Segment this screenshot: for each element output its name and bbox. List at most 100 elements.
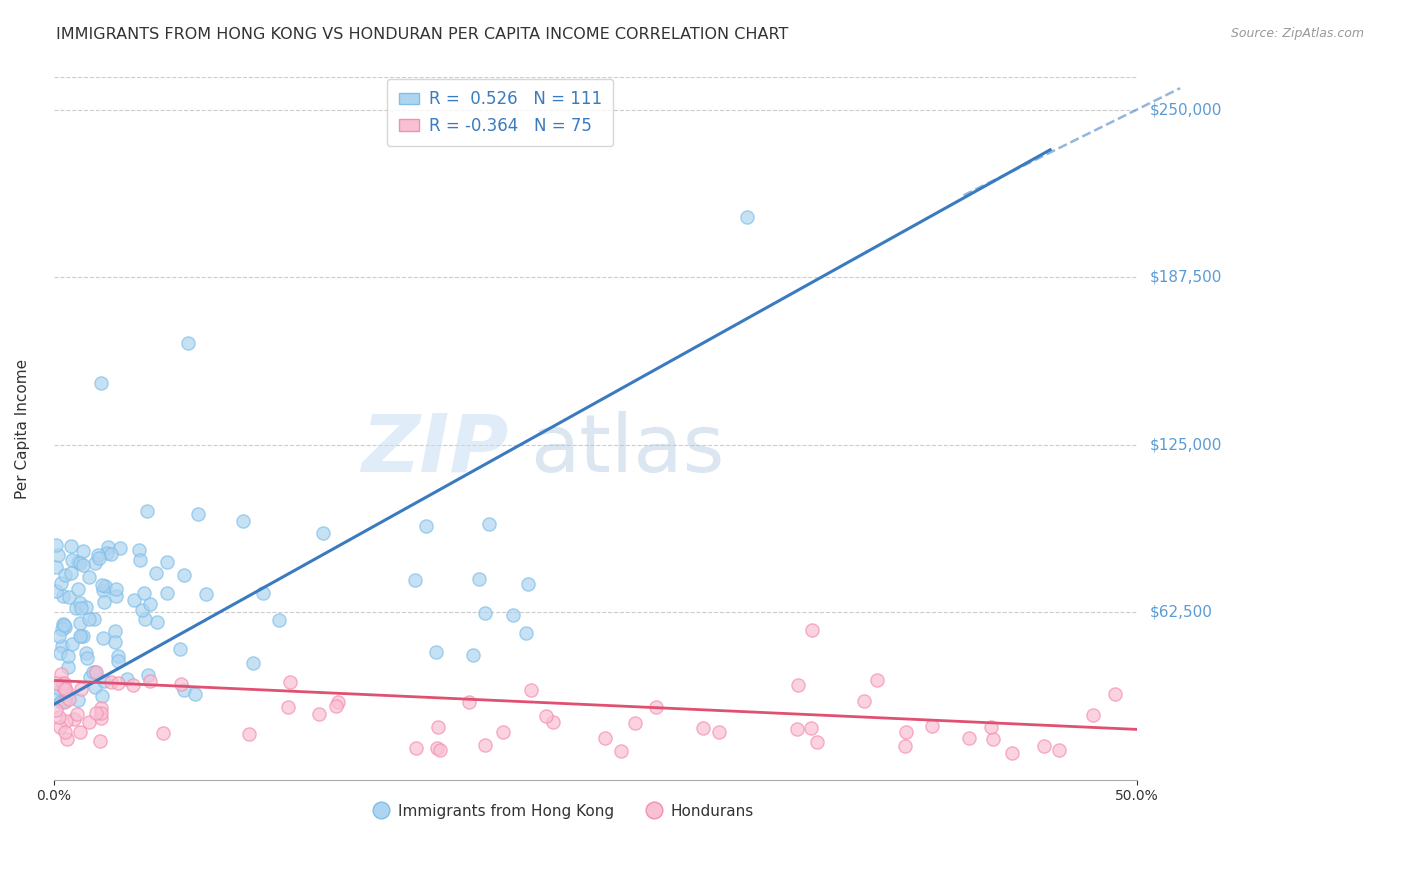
Point [152,726,174,740]
Point [405,740,427,755]
Point [93,673,115,688]
Point [735,210,758,224]
Point [492,725,515,739]
Point [104,635,127,649]
Point [84,680,107,694]
Point [134,612,156,626]
Point [108,541,131,555]
Point [67,692,90,706]
Point [90,578,112,592]
Point [1047,742,1070,756]
Point [187,507,209,521]
Point [852,694,875,708]
Point [100,674,122,689]
Point [184,687,207,701]
Point [242,656,264,670]
Point [89,711,111,725]
Point [69,556,91,570]
Point [128,542,150,557]
Point [593,731,616,745]
Point [49,666,72,681]
Point [169,676,191,690]
Point [79,715,101,730]
Point [461,648,484,662]
Point [51,590,73,604]
Point [62,553,84,567]
Point [58,590,80,604]
Text: ZIP: ZIP [361,410,509,489]
Point [194,587,217,601]
Text: Source: ZipAtlas.com: Source: ZipAtlas.com [1230,27,1364,40]
Point [107,654,129,668]
Point [72,558,94,573]
Point [69,724,91,739]
Point [800,623,823,637]
Point [58,649,80,664]
Text: IMMIGRANTS FROM HONG KONG VS HONDURAN PER CAPITA INCOME CORRELATION CHART: IMMIGRANTS FROM HONG KONG VS HONDURAN PE… [56,27,789,42]
Point [53,695,76,709]
Point [53,620,76,634]
Text: atlas: atlas [530,410,724,489]
Point [46,681,69,696]
Point [800,721,823,735]
Point [534,709,557,723]
Point [135,504,157,518]
Point [45,685,67,699]
Point [96,546,118,560]
Point [93,595,115,609]
Point [60,637,83,651]
Point [173,567,195,582]
Point [278,674,301,689]
Point [515,626,537,640]
Point [131,603,153,617]
Point [84,556,107,570]
Point [139,674,162,689]
Point [51,576,73,591]
Point [96,540,118,554]
Point [67,555,90,569]
Point [277,700,299,714]
Point [957,731,980,745]
Point [48,710,70,724]
Text: $125,000: $125,000 [1150,437,1222,452]
Point [328,695,350,709]
Point [93,579,115,593]
Y-axis label: Per Capita Income: Per Capita Income [15,359,30,499]
Point [45,702,67,716]
Point [53,682,76,697]
Point [72,629,94,643]
Point [1001,746,1024,760]
Point [426,720,449,734]
Point [72,543,94,558]
Point [84,706,107,720]
Point [91,689,114,703]
Point [477,516,499,531]
Point [79,670,101,684]
Point [177,335,200,350]
Point [107,648,129,663]
Point [105,582,128,597]
Point [146,615,169,629]
Point [90,376,112,390]
Point [70,601,93,615]
Point [104,624,127,638]
Legend: Immigrants from Hong Kong, Hondurans: Immigrants from Hong Kong, Hondurans [366,797,759,824]
Point [894,725,917,739]
Point [1081,707,1104,722]
Point [520,682,543,697]
Point [65,601,87,615]
Point [52,676,75,690]
Point [156,586,179,600]
Point [69,596,91,610]
Point [45,584,67,599]
Point [90,706,112,721]
Point [53,676,76,690]
Point [70,682,93,697]
Point [82,665,104,679]
Point [59,539,82,553]
Point [45,538,67,552]
Point [107,676,129,690]
Point [983,731,1005,746]
Point [46,549,69,563]
Point [1104,687,1126,701]
